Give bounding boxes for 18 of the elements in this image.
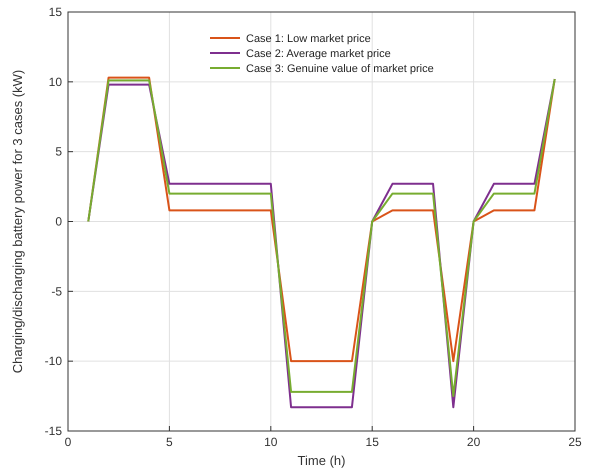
- x-tick-label: 0: [64, 435, 72, 449]
- legend-label: Case 2: Average market price: [246, 48, 391, 60]
- y-tick-label: -10: [44, 354, 62, 368]
- x-tick-label: 20: [466, 435, 481, 449]
- y-axis-title: Charging/discharging battery power for 3 cases (kW): [10, 70, 25, 374]
- legend-label: Case 3: Genuine value of market price: [246, 63, 434, 75]
- y-tick-label: -5: [51, 284, 62, 298]
- y-tick-label: 5: [55, 144, 62, 159]
- y-tick-label: 15: [48, 5, 62, 19]
- x-tick-label: 25: [568, 435, 582, 449]
- x-tick-label: 15: [366, 435, 380, 449]
- x-axis-title: Time (h): [298, 453, 346, 468]
- y-tick-label: -15: [44, 424, 62, 438]
- y-tick-label: 0: [55, 214, 62, 228]
- y-tick-label: 10: [48, 74, 62, 89]
- x-tick-label: 5: [166, 435, 174, 449]
- legend-label: Case 1: Low market price: [246, 33, 371, 45]
- x-tick-label: 10: [264, 435, 278, 449]
